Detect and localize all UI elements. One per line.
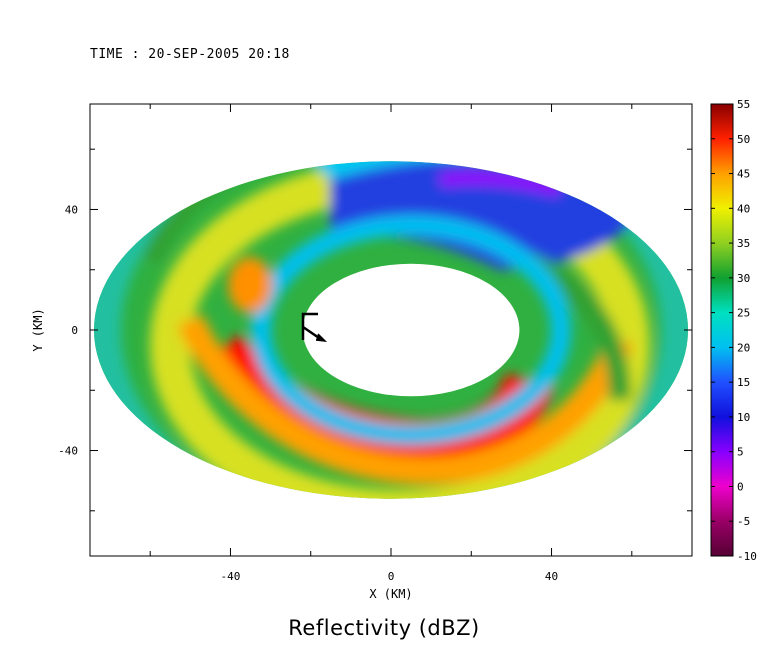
north-magenta-region	[439, 171, 562, 197]
colorbar-tick-label: 25	[737, 307, 750, 320]
x-tick-label: 0	[388, 570, 395, 583]
x-axis-label: X (KM)	[369, 587, 412, 601]
y-tick-label: 40	[65, 203, 78, 216]
north-cyan-region	[300, 161, 640, 180]
colorbar-tick-label: -5	[737, 515, 750, 528]
outer-band-cyan	[94, 161, 688, 499]
colorbar-tick-label: 40	[737, 202, 750, 215]
colorbar-tick-label: 30	[737, 272, 750, 285]
colorbar-tick-label: 50	[737, 133, 750, 146]
y-axis-label: Y (KM)	[31, 308, 45, 351]
time-label: TIME : 20-SEP-2005 20:18	[90, 47, 290, 62]
colorbar-tick-label: 35	[737, 237, 750, 250]
colorbar	[710, 103, 734, 557]
colorbar-tick-label: -10	[737, 550, 757, 563]
south-orange-band	[177, 314, 634, 485]
eye-no-echo	[302, 263, 520, 397]
x-tick-label: -40	[221, 570, 241, 583]
storm-center-symbol	[301, 312, 328, 342]
eyewall-cyan	[251, 215, 571, 445]
colorbar-tick-label: 45	[737, 168, 750, 181]
colorbar-tick-label: 5	[737, 446, 744, 459]
axes: -40 0 40 -40 0 40	[58, 104, 692, 583]
colorbar-tick-label: 10	[737, 411, 750, 424]
y-tick-label: -40	[58, 445, 78, 458]
x-tick-label: 40	[545, 570, 558, 583]
colorbar-tick-label: 15	[737, 376, 750, 389]
colorbar-tick-label: 55	[737, 98, 750, 111]
colorbar-tick-label: 20	[737, 341, 750, 354]
chart-title: Reflectivity (dBZ)	[288, 616, 480, 640]
west-orange-patch	[228, 257, 272, 313]
colorbar-tick-label: 0	[737, 480, 744, 493]
y-tick-label: 0	[71, 324, 78, 337]
